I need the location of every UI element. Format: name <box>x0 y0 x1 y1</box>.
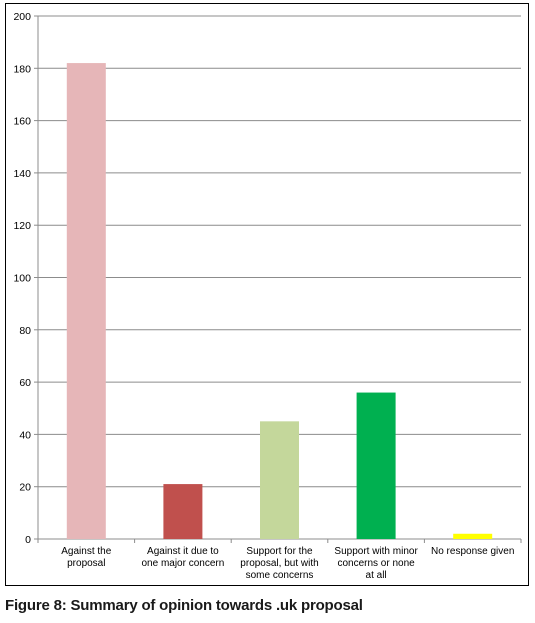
y-tick-label: 20 <box>19 482 31 494</box>
y-tick-label: 80 <box>19 325 31 337</box>
x-tick-label: Against it due to one major concern <box>141 546 224 569</box>
y-tick-label: 60 <box>19 377 31 389</box>
y-tick-label: 140 <box>13 168 31 180</box>
bar-chart: 0 20 40 60 80 100 120 140 160 180 200 Against the pr… <box>13 11 522 581</box>
y-tick-label: 120 <box>13 220 31 232</box>
x-tick-label: No response given <box>431 546 514 557</box>
y-tick-label: 100 <box>13 273 31 285</box>
figure-caption: Figure 8: Summary of opinion towards .uk… <box>5 597 363 614</box>
x-tick-label: Support with minor concerns or none at all <box>334 546 418 581</box>
bar <box>356 392 396 539</box>
y-tick-label: 0 <box>25 534 31 546</box>
bar <box>260 421 299 539</box>
x-tick-label: Support for the proposal, but with some co… <box>240 546 318 581</box>
y-tick-label: 200 <box>13 11 31 23</box>
y-tick-label: 160 <box>13 116 31 128</box>
bar <box>453 533 493 539</box>
bar <box>66 63 106 539</box>
y-tick-label: 40 <box>19 429 31 441</box>
x-tick-label: Against the proposal <box>61 546 111 569</box>
y-tick-label: 180 <box>13 63 31 75</box>
bar <box>163 484 203 539</box>
